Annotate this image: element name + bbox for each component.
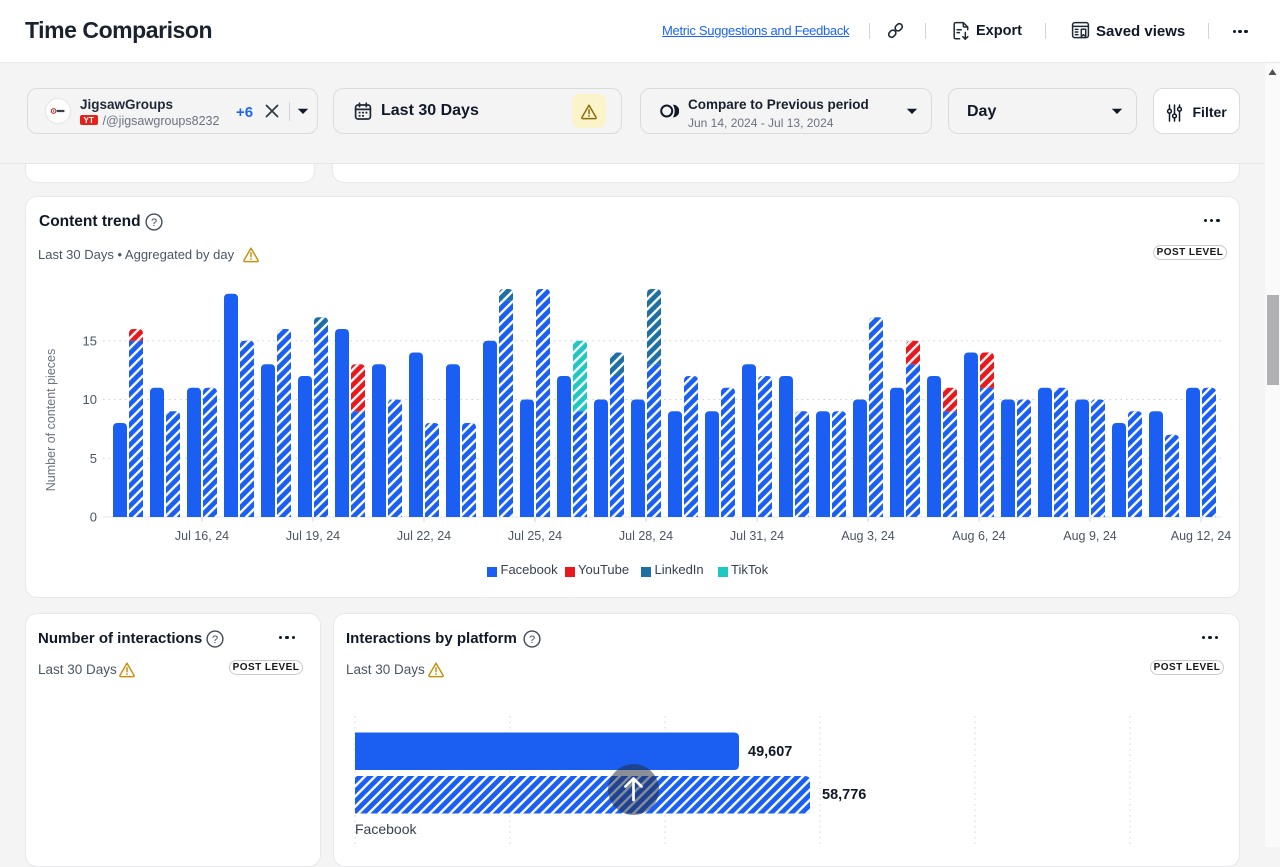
svg-text:Jul 16, 24: Jul 16, 24	[175, 529, 229, 543]
svg-text:Jul 22, 24: Jul 22, 24	[397, 529, 451, 543]
svg-text:?: ?	[212, 634, 218, 646]
svg-text:Jul 28, 24: Jul 28, 24	[619, 529, 673, 543]
svg-text:5: 5	[90, 451, 97, 466]
svg-text:10: 10	[83, 392, 97, 407]
svg-text:Jul 19, 24: Jul 19, 24	[286, 529, 340, 543]
svg-text:Jul 31, 24: Jul 31, 24	[730, 529, 784, 543]
svg-text:?: ?	[151, 217, 157, 229]
svg-text:Aug 9, 24: Aug 9, 24	[1063, 529, 1117, 543]
svg-text:15: 15	[83, 333, 97, 348]
svg-text:Number of content pieces: Number of content pieces	[44, 349, 58, 491]
svg-text:Aug 6, 24: Aug 6, 24	[952, 529, 1006, 543]
svg-text:0: 0	[90, 510, 97, 525]
svg-text:?: ?	[529, 634, 535, 646]
svg-text:Aug 12, 24: Aug 12, 24	[1171, 529, 1232, 543]
svg-text:Jul 25, 24: Jul 25, 24	[508, 529, 562, 543]
svg-text:Aug 3, 24: Aug 3, 24	[841, 529, 895, 543]
